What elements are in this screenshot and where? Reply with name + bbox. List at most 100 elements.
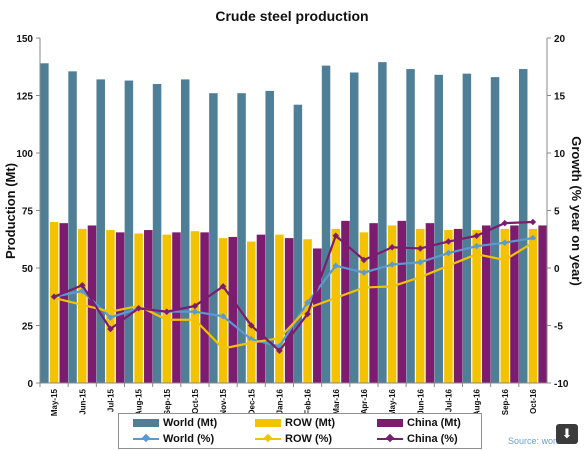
bar-world-mt--10: [321, 65, 331, 383]
bar-world-mt--4: [152, 84, 162, 383]
y2-tick-label: 20: [554, 34, 566, 45]
bar-world-mt--11: [349, 72, 359, 383]
point-world--15: [473, 242, 480, 250]
legend-bar-swatch: [255, 419, 281, 428]
point-row--13: [416, 273, 424, 281]
x-tick-label: Jul-15: [106, 388, 115, 412]
bar-china-mt--6: [228, 236, 238, 383]
bar-china-mt--17: [538, 225, 547, 383]
point-china--7: [247, 322, 255, 329]
bar-world-mt--8: [265, 90, 274, 384]
x-tick-label: Aug-15: [135, 388, 144, 416]
bar-china-mt--13: [425, 223, 435, 383]
x-tick-label: May-15: [50, 388, 59, 416]
point-row--1: [78, 301, 86, 309]
bar-world-mt--7: [237, 93, 246, 383]
y-axis-label: Production (Mt): [3, 163, 18, 259]
bar-china-mt--2: [115, 232, 125, 383]
point-world--2: [107, 314, 114, 321]
bar-china-mt--9: [313, 248, 322, 383]
bar-china-mt--15: [482, 225, 491, 383]
x-tick-label: Nov-15: [219, 388, 228, 415]
point-world--13: [416, 258, 424, 266]
legend-label: ROW (Mt): [285, 417, 336, 429]
bar-world-mt--14: [434, 74, 443, 384]
x-tick-label: Sep-15: [163, 388, 172, 415]
x-tick-label: Jun-15: [78, 388, 87, 414]
bar-row-mt--10: [331, 228, 340, 383]
point-china--9: [304, 310, 311, 318]
bar-china-mt--12: [397, 220, 407, 383]
bar-world-mt--1: [68, 71, 77, 383]
x-tick-label: Dec-15: [247, 388, 256, 415]
x-tick-label: Aug-16: [473, 388, 482, 416]
y-tick-label: 75: [22, 207, 34, 218]
point-china--17: [529, 218, 537, 226]
legend-item: China (Mt): [377, 417, 461, 429]
bar-china-mt--10: [341, 220, 350, 383]
bar-row-mt--11: [359, 232, 369, 383]
x-tick-label: Oct-16: [529, 388, 538, 413]
point-world--10: [332, 262, 340, 269]
source-text: Source: world: [508, 436, 564, 446]
y2-axis-label: Growth (% year on year): [569, 136, 584, 286]
bar-world-mt--16: [490, 77, 500, 383]
legend-item: ROW (Mt): [255, 417, 335, 429]
point-china--15: [473, 232, 480, 240]
download-icon[interactable]: ⬇: [556, 424, 578, 444]
point-row--15: [473, 250, 480, 258]
bar-china-mt--1: [87, 225, 97, 383]
point-row--12: [388, 283, 396, 290]
y2-tick-label: -5: [554, 322, 563, 333]
point-world--9: [304, 299, 311, 306]
point-row--8: [276, 334, 283, 342]
x-tick-label: Apr-16: [360, 388, 369, 414]
bar-row-mt--0: [49, 222, 59, 383]
legend: World (Mt) ROW (Mt) China (Mt) World (%) ROW…: [118, 413, 482, 449]
point-china--2: [107, 325, 114, 333]
legend-bar-swatch: [133, 419, 159, 428]
legend-line-swatch: [377, 433, 403, 443]
y2-tick-label: 0: [554, 264, 560, 275]
chart-title: Crude steel production: [215, 8, 368, 24]
legend-line-swatch: [133, 433, 159, 443]
y-tick-label: 100: [16, 149, 33, 160]
bar-row-mt--12: [387, 225, 397, 383]
legend-line-swatch: [255, 433, 281, 443]
x-tick-label: May-16: [388, 388, 397, 416]
point-china--16: [501, 219, 509, 227]
point-china--4: [163, 308, 171, 315]
bar-china-mt--8: [284, 238, 294, 383]
y2-tick-label: -10: [554, 379, 569, 390]
point-china--12: [388, 244, 396, 251]
bar-china-mt--4: [172, 232, 181, 383]
bar-row-mt--14: [444, 230, 453, 383]
bar-world-mt--13: [406, 69, 415, 384]
point-row--5: [191, 316, 199, 324]
x-tick-label: Feb-16: [304, 388, 313, 414]
point-china--8: [276, 347, 283, 355]
bar-world-mt--9: [293, 104, 303, 383]
y-tick-label: 50: [22, 264, 34, 275]
bar-world-mt--5: [180, 79, 190, 384]
legend-label: China (%): [407, 433, 458, 445]
line-row-: [53, 241, 534, 350]
bar-row-mt--13: [416, 228, 425, 383]
bar-row-mt--16: [500, 228, 509, 383]
point-row--7: [247, 339, 255, 347]
y2-tick-label: 5: [554, 207, 560, 218]
x-tick-label: Mar-16: [332, 388, 341, 414]
y-tick-label: 150: [16, 34, 33, 45]
axes-layer: 0 25 50 75 100 125 150 -10 -5 0 5 10 15 20 May-15 Jun-1…: [16, 34, 569, 416]
bar-world-mt--3: [124, 80, 134, 384]
point-row--14: [445, 262, 452, 269]
bar-world-mt--0: [40, 63, 49, 384]
legend-item: World (%): [133, 433, 214, 445]
bar-world-mt--2: [96, 79, 105, 384]
point-china--11: [360, 256, 368, 264]
legend-item: China (%): [377, 433, 458, 445]
legend-label: ROW (%): [285, 433, 333, 445]
y-tick-label: 125: [16, 92, 33, 103]
point-china--1: [78, 281, 86, 289]
